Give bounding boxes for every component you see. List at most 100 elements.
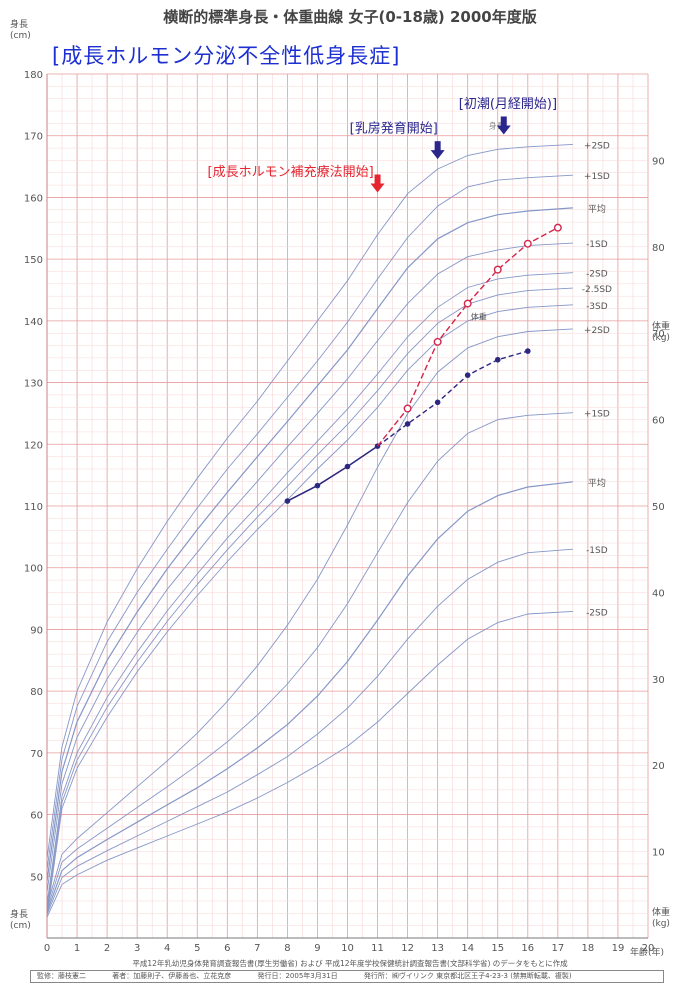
credit-authors: 著者：加藤則子、伊藤善也、立花克彦 — [112, 972, 232, 980]
patient-height-treated-point — [523, 239, 532, 248]
patient-series — [284, 223, 562, 504]
height-curve-label: +1SD — [584, 172, 610, 182]
y2-tick-label: 80 — [652, 243, 665, 254]
x-tick-label: 19 — [612, 943, 625, 954]
y-tick-label: 90 — [30, 625, 43, 636]
patient-height-treated-point — [403, 404, 412, 413]
height-curve-label: 平均 — [588, 203, 606, 215]
y-tick-label: 110 — [24, 502, 43, 513]
x-tick-label: 12 — [401, 943, 414, 954]
page-title: 横断的標準身長・体重曲線 女子(0-18歳) 2000年度版 — [163, 8, 537, 26]
height-curve--2.5SD — [46, 287, 573, 910]
patient-height-point — [464, 372, 471, 378]
weight-curve-+2SD — [46, 328, 573, 907]
height-curve-label: -2SD — [586, 270, 608, 280]
height-axis-label-bottom: 身長 (cm) — [10, 910, 31, 931]
patient-height-treated-point — [493, 265, 502, 274]
x-tick-label: 16 — [521, 943, 534, 954]
x-tick-label: 2 — [104, 943, 110, 954]
chart-labels: 0 1 2 3 4 5 6 7 8 9 10 11 12 13 14 15 16 17 18 19 2050607080… — [24, 70, 665, 954]
x-tick-label: 8 — [284, 943, 290, 954]
y2-tick-label: 60 — [652, 416, 665, 427]
x-tick-label: 14 — [461, 943, 474, 954]
patient-height-point — [404, 421, 411, 427]
patient-height-treated-point — [463, 299, 472, 308]
weight-curve-平均 — [46, 481, 573, 913]
height-curve-+1SD — [46, 174, 573, 871]
patient-height-point — [284, 498, 291, 504]
credits-bar: 監修：藤枝憲二 著者：加藤則子、伊藤善也、立花克彦 発行日：2005年3月31日… — [30, 970, 664, 983]
x-tick-label: 11 — [371, 943, 384, 954]
reference-curves: +2SD +1SD 平均 -1SD -2SD -2.5SD -3SD +2SD +1SD 平均 -1… — [46, 120, 612, 918]
y-tick-label: 120 — [24, 440, 43, 451]
y2-tick-label: 70 — [652, 329, 665, 340]
y-tick-label: 160 — [24, 193, 43, 204]
credit-publisher: 発行所：㈱ヴイリンク 東京都北区王子4-23-3 (禁無断転載、複製) — [363, 972, 572, 980]
weight-curve-label: -2SD — [586, 608, 608, 618]
credit-supervisor: 監修：藤枝憲二 — [37, 972, 86, 980]
patient-height-point — [494, 356, 501, 363]
height-axis-label-top: 身長 (cm) — [10, 20, 31, 41]
height-curve-label: -1SD — [586, 240, 608, 250]
x-tick-label: 17 — [551, 943, 564, 954]
height-curve--1SD — [46, 242, 573, 893]
weight-curve-+1SD — [46, 412, 573, 910]
weight-axis-label-top: 体重 (kg) — [652, 322, 671, 343]
y-tick-label: 170 — [24, 132, 43, 143]
annotation-gh-therapy: [成長ホルモン補充療法開始] — [208, 164, 374, 180]
x-tick-label: 1 — [74, 943, 80, 954]
x-tick-label: 6 — [224, 943, 230, 954]
x-tick-label: 3 — [134, 943, 140, 954]
x-axis-unit: 年齢(年) — [630, 948, 665, 958]
annotation-arrow-breast-development — [430, 141, 445, 160]
x-tick-label: 13 — [431, 943, 444, 954]
annotation-arrow-gh-therapy — [370, 174, 385, 193]
y-tick-label: 180 — [24, 70, 43, 81]
y-tick-label: 130 — [24, 379, 43, 390]
x-tick-label: 18 — [582, 943, 595, 954]
y-tick-label: 100 — [24, 564, 43, 575]
data-source-note: 平成12年乳幼児身体発育調査報告書(厚生労働省) および 平成12年度学校保健統… — [132, 959, 568, 968]
chart-axes — [46, 74, 648, 939]
patient-height-line-before — [287, 445, 379, 502]
weight-curve--1SD — [46, 548, 573, 915]
chart-subtitle: [成長ホルモン分泌不全性低身長症] — [52, 44, 401, 68]
patient-height-line-untreated — [377, 350, 528, 447]
y-tick-label: 140 — [24, 317, 43, 328]
y2-tick-label: 50 — [652, 502, 665, 513]
patient-height-treated-point — [553, 223, 562, 232]
x-tick-label: 9 — [314, 943, 320, 954]
height-curve--3SD — [46, 304, 573, 916]
y2-tick-label: 40 — [652, 588, 665, 599]
x-tick-label: 4 — [164, 943, 170, 954]
y2-tick-label: 90 — [652, 156, 665, 167]
x-tick-label: 7 — [254, 943, 260, 954]
weight-curve-label: 平均 — [588, 477, 606, 489]
annotation-menarche: [初潮(月経開始)] — [459, 97, 557, 112]
patient-height-treated-point — [433, 337, 442, 346]
weight-curve-label: -1SD — [586, 546, 608, 556]
patient-height-point — [434, 399, 441, 406]
height-curve-+2SD — [46, 143, 573, 860]
x-tick-label: 10 — [341, 943, 354, 954]
weight-curve-label: +2SD — [584, 326, 610, 336]
height-group-label: 身長 — [489, 120, 505, 130]
height-curve-label: -3SD — [586, 302, 608, 312]
x-tick-label: 0 — [44, 943, 50, 954]
credit-date: 発行日：2005年3月31日 — [257, 972, 338, 980]
patient-height-point — [525, 348, 531, 354]
annotation-arrow-menarche — [496, 116, 511, 135]
height-curve--2SD — [46, 272, 573, 905]
y-tick-label: 70 — [30, 749, 43, 760]
height-curve-label: +2SD — [584, 141, 610, 151]
weight-group-label: 体重 — [471, 311, 487, 321]
weight-curve--2SD — [46, 610, 573, 918]
y-tick-label: 80 — [30, 687, 43, 698]
x-tick-label: 20 — [642, 943, 655, 954]
y-tick-label: 150 — [24, 255, 43, 266]
y-tick-label: 60 — [30, 811, 43, 822]
chart-annotations: [成長ホルモン補充療法開始] [乳房発育開始] [初潮(月経開始)] — [208, 97, 557, 193]
patient-height-point — [344, 463, 351, 470]
height-curve-平均 — [46, 207, 573, 882]
